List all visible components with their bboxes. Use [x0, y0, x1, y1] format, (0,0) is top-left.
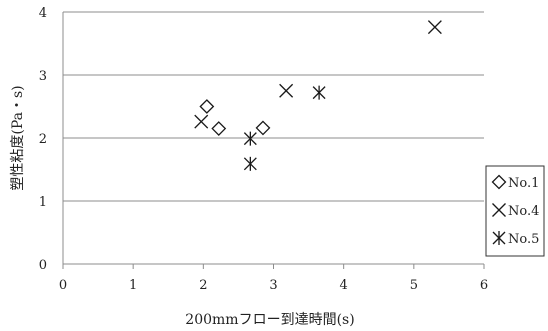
grid-lines	[63, 11, 484, 202]
x-marker-stroke	[279, 83, 294, 98]
y-tick-label: 0	[39, 258, 47, 273]
data-point-diamond	[211, 121, 227, 136]
diamond-marker-shape	[211, 121, 227, 136]
legend: No.1 No.4 No.5	[485, 165, 545, 257]
legend-marker-asterisk	[492, 231, 506, 245]
data-point-diamond	[255, 120, 271, 136]
x-tick-label: 4	[340, 278, 348, 293]
x-tick-label: 3	[269, 278, 277, 293]
x-axis-label: 200mmフロー到達時間(s)	[185, 312, 354, 328]
data-point-asterisk	[312, 85, 326, 100]
y-tick-label: 2	[39, 132, 47, 147]
data-point-asterisk	[243, 156, 257, 171]
diamond-marker-shape	[491, 174, 507, 190]
x-marker-stroke	[427, 20, 442, 35]
x-tick-label: 1	[129, 278, 137, 293]
data-point-x	[427, 20, 442, 35]
x-marker-stroke	[492, 203, 506, 217]
diamond-marker-shape	[255, 120, 271, 136]
x-tick-label: 6	[480, 278, 488, 293]
axes	[62, 12, 485, 269]
legend-marker-diamond	[491, 174, 507, 190]
data-points	[194, 20, 442, 171]
x-tick-label: 5	[410, 278, 418, 293]
y-tick-label: 4	[39, 6, 47, 21]
data-point-x	[279, 83, 294, 98]
data-point-diamond	[199, 99, 215, 114]
diamond-marker-shape	[199, 99, 215, 114]
data-point-x	[194, 114, 209, 129]
y-tick-label: 1	[39, 195, 47, 210]
legend-label: No.1	[508, 176, 539, 191]
legend-marker-x	[492, 203, 506, 217]
x-tick-label: 2	[199, 278, 207, 293]
x-marker-stroke	[194, 114, 209, 129]
tick-labels: 0 1 2 3 4 0 1 2 3 4 5 6	[39, 6, 488, 293]
y-axis-label: 塑性粘度(Pa・s)	[10, 85, 26, 190]
y-tick-label: 3	[39, 69, 47, 84]
legend-label: No.4	[508, 204, 539, 219]
x-tick-label: 0	[59, 278, 67, 293]
data-point-asterisk	[243, 131, 257, 146]
legend-label: No.5	[508, 232, 539, 247]
